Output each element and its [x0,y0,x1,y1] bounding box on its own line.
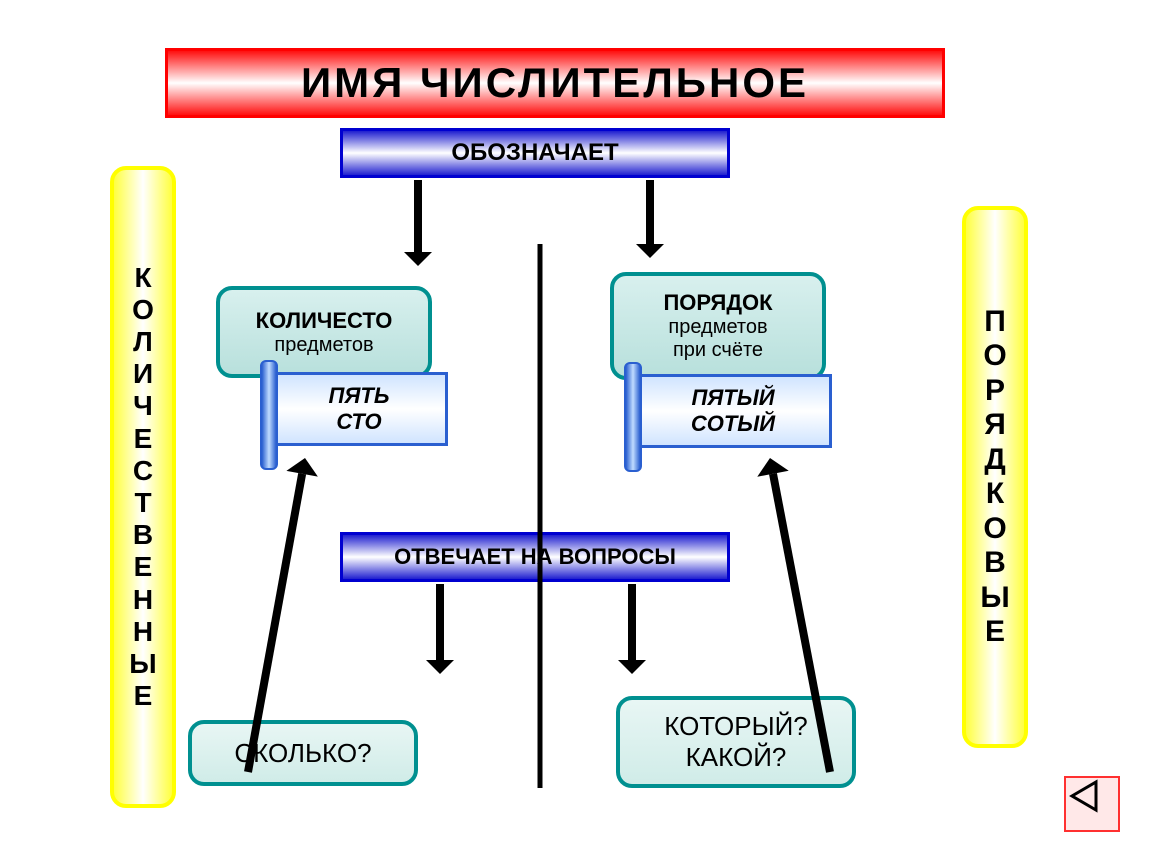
label-answers-text: ОТВЕЧАЕТ НА ВОПРОСЫ [394,544,676,570]
ex-right-l1: ПЯТЫЙ [691,385,774,411]
side-left-box: КОЛИЧЕСТВЕННЫЕ [110,166,176,808]
prev-button[interactable] [1064,776,1120,832]
side-right-letter: Е [985,615,1005,650]
side-right-letter: Д [984,443,1005,478]
side-right-letter: Р [985,374,1005,409]
side-right-letter: П [984,305,1006,340]
def-right-sub1: предметов [668,316,767,339]
side-left-letter: В [133,519,153,551]
side-left-letter: С [133,455,153,487]
side-left-letter: Л [133,326,153,358]
prev-icon [1066,778,1102,814]
side-left-letter: Е [134,423,153,455]
example-left-scroll: ПЯТЬ СТО [270,372,448,446]
def-left-sub: предметов [274,334,373,357]
q-right-l2: КАКОЙ? [686,742,787,773]
q-right-l1: КОТОРЫЙ? [664,711,808,742]
def-left-box: КОЛИЧЕСТО предметов [216,286,432,378]
side-left-letter: Н [133,616,153,648]
side-right-box: ПОРЯДКОВЫЕ [962,206,1028,748]
question-left-box: СКОЛЬКО? [188,720,418,786]
label-answers-box: ОТВЕЧАЕТ НА ВОПРОСЫ [340,532,730,582]
side-left-letter: К [134,262,151,294]
scroll-curl-right [624,362,642,472]
side-right-letter: Ы [980,581,1009,616]
ex-right-l2: СОТЫЙ [691,411,775,437]
label-means-text: ОБОЗНАЧАЕТ [451,139,618,167]
scroll-curl-left [260,360,278,470]
side-left-letter: Е [134,551,153,583]
def-right-box: ПОРЯДОК предметов при счёте [610,272,826,380]
title-text: ИМЯ ЧИСЛИТЕЛЬНОЕ [301,59,809,107]
side-left-letter: О [132,294,154,326]
def-right-sub2: при счёте [673,339,763,362]
def-left-title: КОЛИЧЕСТО [256,308,393,334]
side-left-letter: Ч [133,390,153,422]
question-right-box: КОТОРЫЙ? КАКОЙ? [616,696,856,788]
side-left-letter: Т [134,487,151,519]
title-box: ИМЯ ЧИСЛИТЕЛЬНОЕ [165,48,945,118]
side-right-letter: О [983,339,1006,374]
label-means-box: ОБОЗНАЧАЕТ [340,128,730,178]
ex-left-l2: СТО [336,409,381,435]
side-right-letter: Я [984,408,1006,443]
side-left-letter: И [133,358,153,390]
def-right-title: ПОРЯДОК [663,290,772,316]
side-right-letter: В [984,546,1006,581]
example-right-scroll: ПЯТЫЙ СОТЫЙ [634,374,832,448]
side-right-letter: О [983,512,1006,547]
q-left-text: СКОЛЬКО? [234,738,371,769]
ex-left-l1: ПЯТЬ [329,383,390,409]
side-right-letter: К [986,477,1004,512]
side-left-letter: Н [133,584,153,616]
side-left-letter: Е [134,680,153,712]
side-left-letter: Ы [129,648,156,680]
